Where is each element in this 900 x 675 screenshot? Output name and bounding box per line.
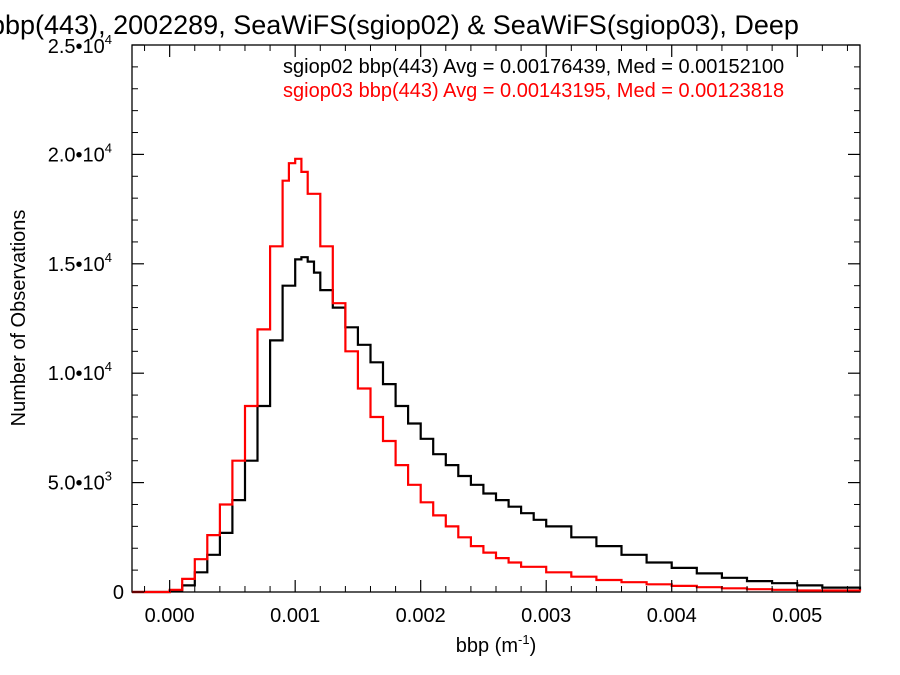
x-tick-label-2: 0.002 xyxy=(396,605,446,627)
series-line-2 xyxy=(132,157,862,594)
x-tick-label-3: 0.003 xyxy=(521,605,571,627)
legend: sgiop02 bbp(443) Avg = 0.00176439, Med =… xyxy=(283,56,784,102)
x-axis: 0.000 0.001 0.002 0.003 0.004 0.005 xyxy=(144,45,848,627)
y-tick-label-3: 1.5•104 xyxy=(48,250,112,276)
series-line-1 xyxy=(132,256,862,594)
y-tick-label-4: 2.0•104 xyxy=(48,140,112,166)
y-tick-label-2: 1.0•104 xyxy=(48,359,112,385)
y-axis-label: Number of Observations xyxy=(8,210,30,427)
x-tick-label-1: 0.001 xyxy=(270,605,320,627)
chart-title: bbp(443), 2002289, SeaWiFS(sgiop02) & Se… xyxy=(0,10,799,40)
plot-frame xyxy=(131,44,861,593)
y-tick-label-0: 0 xyxy=(113,582,124,604)
y-tick-label-5: 2.5•104 xyxy=(48,32,112,58)
x-tick-label-4: 0.004 xyxy=(647,605,697,627)
legend-entry-1: sgiop02 bbp(443) Avg = 0.00176439, Med =… xyxy=(283,56,784,78)
x-axis-label: bbp (m-1) xyxy=(456,632,536,657)
y-tick-label-1: 5.0•103 xyxy=(48,469,112,495)
y-axis: 0 5.0•103 1.0•104 1.5•104 2.0•104 2.5•104 xyxy=(48,32,860,604)
series-group xyxy=(132,157,862,594)
x-tick-label-5: 0.005 xyxy=(772,605,822,627)
legend-entry-2: sgiop03 bbp(443) Avg = 0.00143195, Med =… xyxy=(283,80,784,102)
x-tick-label-0: 0.000 xyxy=(145,605,195,627)
